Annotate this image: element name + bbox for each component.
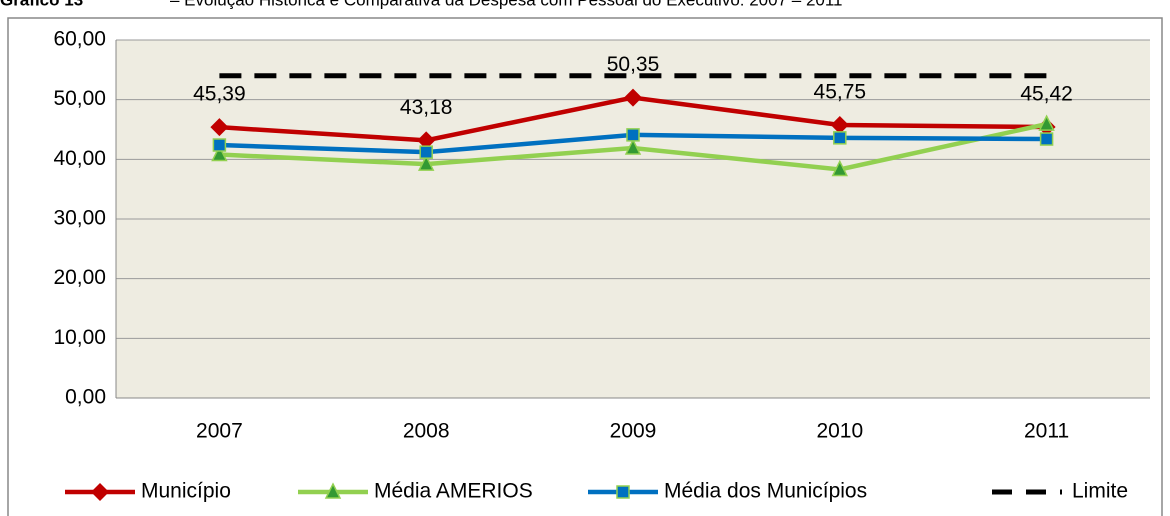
- marker-diamond: [417, 131, 436, 150]
- y-tick-label: 20,00: [53, 266, 106, 289]
- marker-square: [419, 145, 433, 159]
- x-tick-label: 2008: [403, 420, 450, 443]
- marker-diamond: [624, 88, 642, 107]
- data-label: 45,75: [814, 81, 867, 104]
- marker-triangle: [1038, 114, 1055, 131]
- marker-triangle: [831, 159, 849, 177]
- marker-square: [616, 485, 630, 499]
- y-tick-label: 10,00: [53, 326, 106, 349]
- marker-square: [212, 138, 227, 152]
- legend-label: Média AMERIOS: [374, 480, 533, 503]
- data-label: 50,35: [607, 53, 660, 76]
- marker-square: [626, 128, 640, 142]
- marker-diamond: [210, 118, 229, 137]
- x-tick-label: 2007: [196, 420, 243, 443]
- marker-square: [1039, 132, 1054, 146]
- marker-triangle: [417, 154, 435, 171]
- marker-triangle: [324, 482, 342, 499]
- marker-diamond: [91, 483, 109, 501]
- y-tick-label: 50,00: [53, 87, 106, 110]
- marker-triangle: [624, 138, 642, 155]
- legend-label: Município: [141, 480, 231, 503]
- chart-title: – Evolução Histórica e Comparativa da De…: [170, 0, 843, 9]
- data-label: 45,39: [193, 83, 246, 106]
- x-tick-label: 2009: [610, 420, 657, 443]
- y-tick-label: 60,00: [53, 28, 106, 51]
- legend-label: Limite: [1072, 480, 1128, 503]
- y-tick-label: 40,00: [53, 147, 106, 170]
- chart-title-label: Gráfico 13: [0, 0, 83, 9]
- marker-triangle: [211, 144, 228, 162]
- marker-diamond: [830, 116, 849, 135]
- data-label: 43,18: [400, 96, 453, 119]
- legend-label: Média dos Municípios: [664, 480, 867, 503]
- x-tick-label: 2011: [1024, 420, 1069, 443]
- marker-square: [833, 131, 847, 145]
- y-tick-label: 0,00: [65, 386, 106, 409]
- x-tick-label: 2010: [816, 420, 863, 443]
- y-tick-label: 30,00: [53, 207, 106, 230]
- data-label: 45,42: [1020, 83, 1073, 106]
